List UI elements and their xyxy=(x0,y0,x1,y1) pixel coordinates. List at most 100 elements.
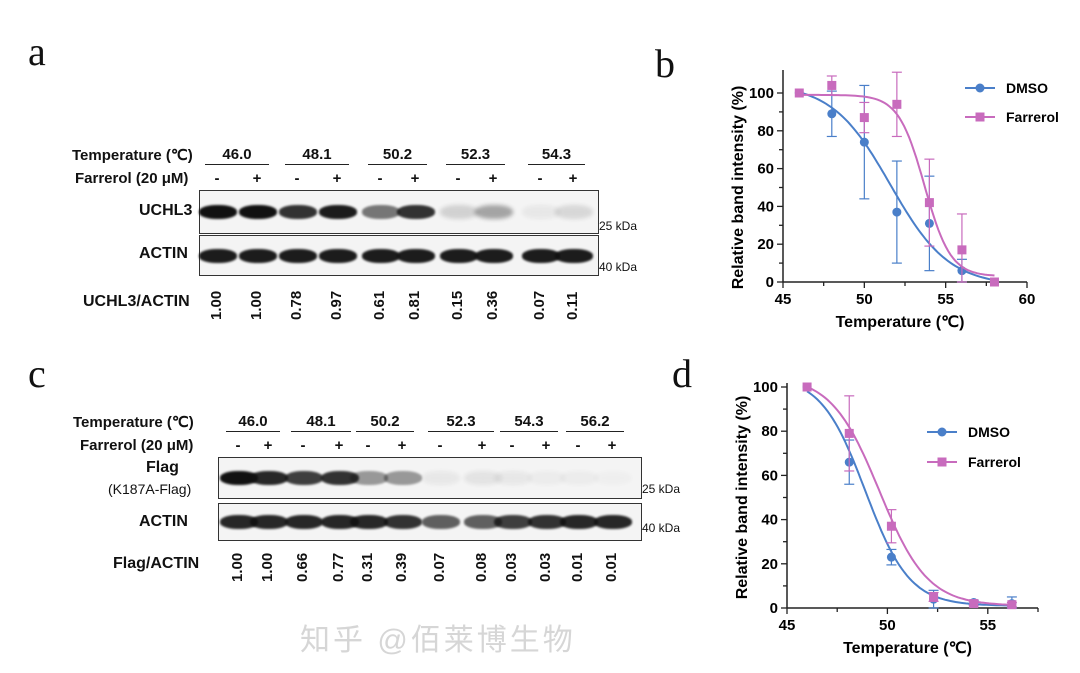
treatment-sign: - xyxy=(300,437,306,454)
row2-label: ACTIN xyxy=(139,245,188,262)
ratio-label: Flag/ACTIN xyxy=(113,555,200,572)
ratio-label: UCHL3/ACTIN xyxy=(83,293,190,310)
temperature-header: 46.0 xyxy=(226,413,280,432)
protein-band xyxy=(239,248,277,263)
actin-blot xyxy=(218,503,642,541)
marker-40kda: 40 kDa xyxy=(642,521,681,535)
temperature-header: 50.2 xyxy=(356,413,414,432)
target-blot xyxy=(199,190,599,234)
panel-label-a: a xyxy=(28,29,46,74)
protein-band xyxy=(362,205,400,219)
panel-label-b: b xyxy=(655,41,675,86)
treatment-sign: - xyxy=(365,437,371,454)
treatment-sign: + xyxy=(410,170,420,187)
protein-band xyxy=(239,205,277,219)
temperature-header: 56.2 xyxy=(566,413,624,432)
x-tick-label: 45 xyxy=(775,291,792,308)
protein-band xyxy=(321,471,359,485)
protein-band xyxy=(422,471,460,485)
data-point xyxy=(886,521,896,531)
protein-band xyxy=(440,248,478,263)
treatment-sign: - xyxy=(509,437,515,454)
data-point xyxy=(859,113,869,123)
protein-band xyxy=(220,515,258,529)
treatment-sign: - xyxy=(214,170,220,187)
protein-band xyxy=(422,515,460,529)
protein-band xyxy=(279,205,317,219)
y-tick-label: 0 xyxy=(766,274,774,291)
temperature-header: 50.2 xyxy=(368,146,427,165)
y-axis-title: Relative band intensity (%) xyxy=(734,396,751,600)
y-tick-label: 100 xyxy=(753,379,778,396)
protein-band xyxy=(440,205,478,219)
treatment-sign: + xyxy=(263,437,273,454)
protein-band xyxy=(250,471,288,485)
data-point xyxy=(859,137,869,147)
protein-band xyxy=(319,205,357,219)
treatment-sign: - xyxy=(377,170,383,187)
watermark: 知乎 @佰莱博生物 xyxy=(300,624,576,657)
protein-band xyxy=(475,248,513,263)
treatment-sign: + xyxy=(568,170,578,187)
y-tick-label: 60 xyxy=(761,467,778,484)
protein-band xyxy=(560,515,598,529)
temperature-header: 54.3 xyxy=(528,146,585,165)
x-tick-label: 55 xyxy=(937,291,954,308)
panel-label-d: d xyxy=(672,351,692,396)
data-point xyxy=(802,382,812,392)
protein-band xyxy=(555,205,593,219)
fit-curve xyxy=(806,386,1012,606)
data-point xyxy=(924,198,934,208)
y-tick-label: 20 xyxy=(757,236,774,253)
protein-band xyxy=(528,515,566,529)
x-axis-title: Temperature (℃) xyxy=(836,314,965,331)
protein-band xyxy=(494,515,532,529)
legend-marker xyxy=(937,457,947,467)
treatment-sign: + xyxy=(477,437,487,454)
protein-band xyxy=(199,205,237,219)
temperature-header: 46.0 xyxy=(205,146,269,165)
chart-b: 45 50 55 60 0 20 40 60 80 100 Temperature (℃) Relat… xyxy=(730,70,1059,331)
panel-label-c: c xyxy=(28,351,46,396)
protein-band xyxy=(397,205,435,219)
treatment-sign: - xyxy=(455,170,461,187)
series-farrerol: Farrerol xyxy=(794,71,1059,287)
treatment-label: Farrerol (20 μM) xyxy=(75,170,189,187)
legend-label: DMSO xyxy=(1006,80,1048,96)
protein-band xyxy=(475,205,513,219)
x-tick-label: 50 xyxy=(856,291,873,308)
protein-band xyxy=(350,471,388,485)
series-farrerol: Farrerol xyxy=(802,382,1021,610)
x-tick-label: 55 xyxy=(979,617,996,634)
data-point xyxy=(1007,600,1017,610)
treatment-sign: + xyxy=(332,170,342,187)
protein-band xyxy=(594,515,632,529)
treatment-sign: + xyxy=(397,437,407,454)
treatment-sign: - xyxy=(437,437,443,454)
protein-band xyxy=(494,471,532,485)
protein-band xyxy=(285,515,323,529)
protein-band xyxy=(464,515,502,529)
treatment-sign: + xyxy=(488,170,498,187)
treatment-sign: - xyxy=(537,170,543,187)
row1-label: Flag xyxy=(146,459,179,476)
data-point xyxy=(844,428,854,438)
protein-band xyxy=(285,471,323,485)
protein-band xyxy=(522,248,560,263)
x-axis-title: Temperature (℃) xyxy=(843,640,972,657)
y-tick-label: 60 xyxy=(757,161,774,178)
protein-band xyxy=(279,248,317,263)
temperature-header: 48.1 xyxy=(291,413,351,432)
treatment-sign: + xyxy=(607,437,617,454)
y-tick-label: 100 xyxy=(749,85,774,102)
y-tick-label: 80 xyxy=(761,423,778,440)
treatment-label: Farrerol (20 μM) xyxy=(80,437,194,454)
protein-band xyxy=(384,471,422,485)
actin-blot xyxy=(199,235,599,276)
legend-marker xyxy=(975,112,985,122)
series-dmso: DMSO xyxy=(802,382,1017,609)
legend-marker xyxy=(975,83,985,93)
protein-band xyxy=(220,471,258,485)
